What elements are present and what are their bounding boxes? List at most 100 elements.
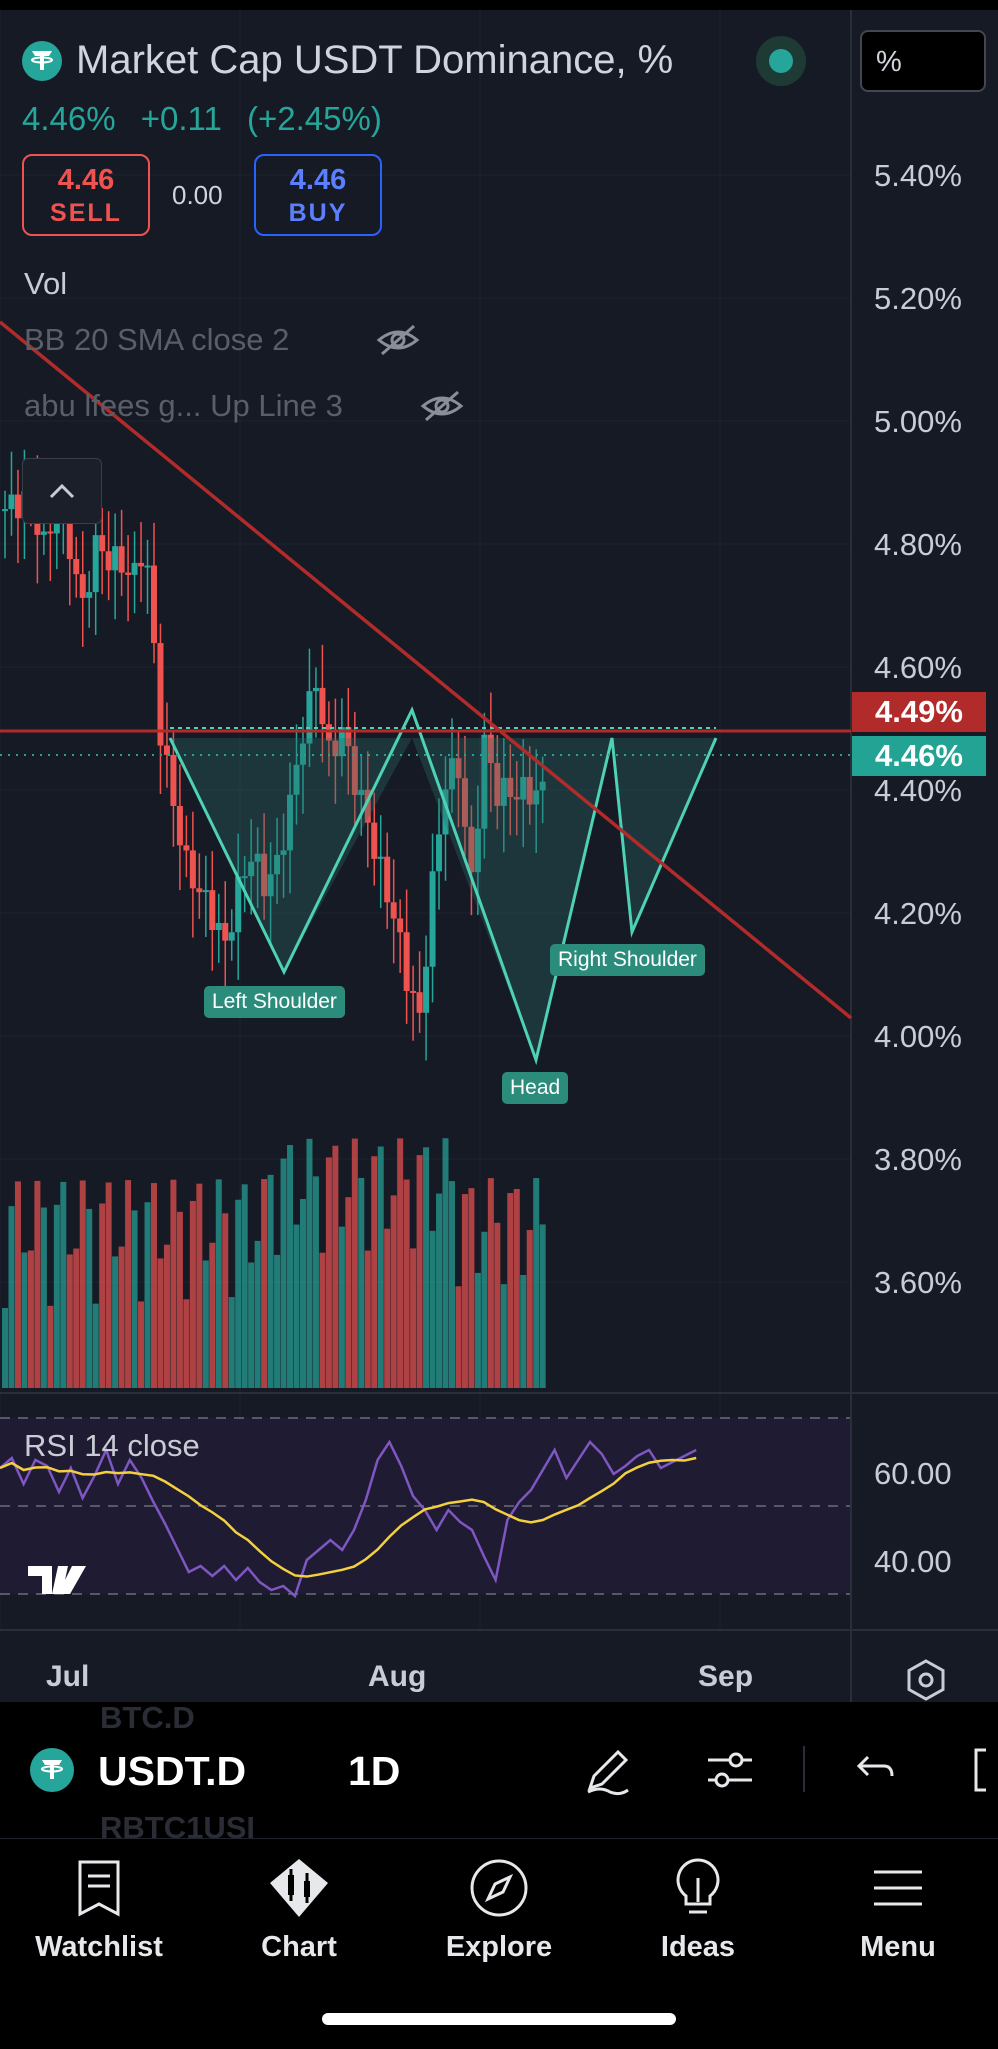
volume-bar: [170, 1179, 177, 1388]
volume-bar: [222, 1213, 229, 1388]
volume-bar: [27, 1250, 34, 1388]
bollinger-indicator-label[interactable]: BB 20 SMA close 2: [24, 322, 290, 357]
volume-bar: [196, 1183, 203, 1388]
drawing-pencil-icon[interactable]: [580, 1742, 636, 1798]
candle-body: [312, 687, 319, 692]
candle-body: [410, 990, 417, 993]
nav-explore[interactable]: Explore: [409, 1853, 589, 1964]
candle-body: [170, 754, 177, 806]
current-price-tag: 4.46%: [852, 736, 986, 776]
volume-bar: [410, 1248, 417, 1388]
volume-bar: [481, 1231, 488, 1388]
custom-indicator-label[interactable]: abu lfees g... Up Line 3: [24, 388, 343, 423]
volume-bar: [526, 1230, 533, 1388]
candle-body: [293, 764, 300, 795]
fullscreen-icon[interactable]: [966, 1742, 998, 1798]
rsi-indicator-label[interactable]: RSI 14 close: [24, 1428, 200, 1463]
price-change-percent: (+2.45%): [246, 100, 382, 137]
buy-button[interactable]: 4.46 BUY: [254, 154, 382, 236]
volume-bar: [183, 1299, 190, 1388]
volume-bar: [306, 1138, 313, 1388]
sell-button[interactable]: 4.46 SELL: [22, 154, 150, 236]
last-price: 4.46%: [22, 100, 116, 137]
buy-price: 4.46: [289, 164, 347, 196]
chart-settings-icon[interactable]: [904, 1658, 948, 1702]
scale-mode-button[interactable]: %: [860, 30, 986, 92]
volume-bar: [358, 1177, 365, 1388]
candle-body: [47, 531, 54, 534]
candle-body: [248, 861, 255, 877]
collapse-legend-button[interactable]: [22, 458, 102, 524]
candle-body: [235, 876, 242, 933]
candle-body: [183, 845, 190, 851]
eye-hidden-icon[interactable]: [420, 388, 464, 424]
volume-bar: [131, 1210, 138, 1388]
candle-body: [86, 592, 93, 598]
price-chart-canvas[interactable]: [0, 10, 998, 1702]
volume-bar: [40, 1207, 47, 1388]
volume-indicator-label[interactable]: Vol: [24, 266, 68, 301]
volume-bar: [351, 1138, 358, 1388]
volume-bar: [189, 1200, 196, 1388]
candle-body: [364, 789, 371, 823]
candle-body: [287, 794, 294, 851]
price-axis-label: 3.60%: [874, 1265, 962, 1300]
candle-body: [73, 559, 80, 575]
candle-body: [125, 572, 132, 575]
chart-pane[interactable]: Market Cap USDT Dominance, % % 4.46% +0.…: [0, 10, 998, 1702]
candle-body: [138, 562, 145, 567]
candle-body: [2, 509, 8, 512]
eye-hidden-icon[interactable]: [376, 322, 420, 358]
volume-bar: [403, 1179, 410, 1388]
left-shoulder-label[interactable]: Left Shoulder: [204, 986, 345, 1018]
volume-bar: [202, 1260, 209, 1388]
candle-body: [474, 828, 481, 873]
symbol-legend[interactable]: Market Cap USDT Dominance, %: [22, 38, 673, 83]
right-shoulder-label[interactable]: Right Shoulder: [550, 944, 705, 976]
candle-body: [280, 850, 287, 855]
volume-bar: [248, 1262, 255, 1388]
chart-title: Market Cap USDT Dominance, %: [76, 38, 674, 82]
head-label[interactable]: Head: [502, 1072, 569, 1104]
nav-menu[interactable]: Menu: [808, 1853, 988, 1964]
candle-body: [209, 890, 216, 930]
nav-ideas[interactable]: Ideas: [608, 1853, 788, 1964]
volume-bar: [8, 1206, 15, 1388]
candle-body: [513, 796, 520, 800]
volume-bar: [14, 1181, 21, 1388]
nav-chart[interactable]: Chart: [209, 1853, 389, 1964]
volume-bar: [157, 1258, 164, 1388]
volume-bar: [455, 1286, 462, 1388]
volume-bar: [79, 1180, 86, 1388]
candle-body: [163, 745, 170, 755]
chart-toolbar: BTC.D RBTC1USI USDT.D 1D: [0, 1700, 998, 1845]
time-axis-label: Aug: [368, 1660, 427, 1693]
watchlist-icon: [78, 1860, 120, 1917]
candle-body: [345, 727, 352, 747]
candle-body: [319, 687, 326, 725]
candle-body: [8, 494, 15, 510]
candle-body: [384, 856, 391, 903]
undo-icon[interactable]: [846, 1742, 902, 1798]
interval-selector[interactable]: 1D: [348, 1748, 401, 1794]
candle-body: [371, 822, 378, 859]
nav-watchlist[interactable]: Watchlist: [9, 1853, 189, 1964]
volume-bar: [299, 1199, 306, 1388]
candle-body: [215, 922, 222, 930]
candle-body: [112, 546, 119, 571]
candle-body: [436, 834, 443, 872]
buy-label: BUY: [288, 199, 348, 227]
market-status-icon[interactable]: [756, 36, 806, 86]
volume-bar: [112, 1256, 119, 1388]
volume-bar: [325, 1157, 332, 1388]
indicators-sliders-icon[interactable]: [702, 1742, 758, 1798]
head-and-shoulders-outline: [168, 706, 718, 1066]
candle-body: [79, 574, 86, 598]
volume-bar: [118, 1246, 125, 1388]
volume-bar: [209, 1242, 216, 1388]
symbol-selector[interactable]: USDT.D: [98, 1748, 247, 1794]
nav-label: Chart: [261, 1931, 337, 1963]
volume-bar: [2, 1308, 8, 1388]
price-axis-label: 5.40%: [874, 158, 962, 193]
candle-body: [53, 515, 60, 534]
